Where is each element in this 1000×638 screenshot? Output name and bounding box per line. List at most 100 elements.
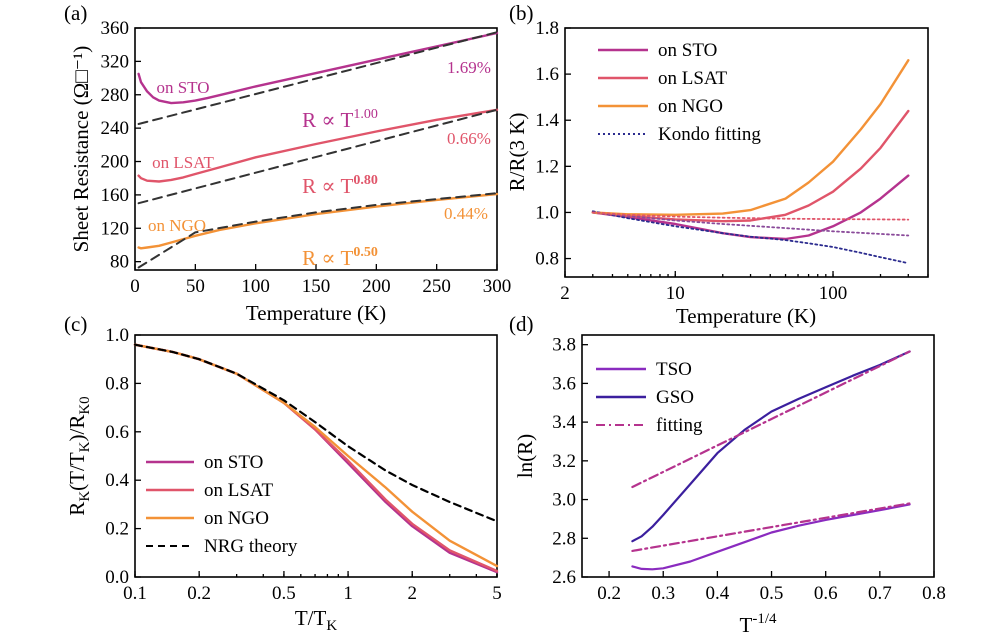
legend-label: on NGO bbox=[658, 96, 723, 117]
data-line bbox=[631, 350, 911, 489]
x-tick-label: 2 bbox=[560, 283, 570, 304]
y-tick-label: 0.6 bbox=[105, 422, 129, 443]
y-tick-label: 1.4 bbox=[535, 110, 559, 131]
y-axis-label: R/R(3 K) bbox=[505, 113, 529, 192]
panel-c: 0.1 0.2 0.5 1 2 5 0.0 0.2 0.4 0.6 0.8 1.0 on STO on L… bbox=[64, 312, 502, 634]
data-line bbox=[133, 343, 499, 574]
plot-frame bbox=[134, 334, 498, 578]
y-tick-label: 80 bbox=[110, 252, 129, 273]
panel-b: 2 10 100 0.8 1.0 1.2 1.4 1.6 1.8 on STO on LSAT on … bbox=[505, 1, 929, 328]
y-axis-label: ln(R) bbox=[513, 434, 537, 478]
annotation: on STO bbox=[156, 78, 209, 97]
y-tick-label: 1.8 bbox=[535, 18, 559, 39]
panel-a: 0 50 100 150 200 250 300 80 120 160 200 240 280 320 36… bbox=[64, 1, 511, 325]
y-tick-label: 0.0 bbox=[105, 567, 129, 588]
legend-label: NRG theory bbox=[204, 536, 298, 557]
panel-d: 0.2 0.3 0.4 0.5 0.6 0.7 0.8 2.6 2.8 3.0 3.2 3.4 3.6 3… bbox=[509, 312, 946, 637]
data-line bbox=[137, 192, 499, 250]
panel-label: (d) bbox=[509, 312, 534, 336]
legend-label: fitting bbox=[656, 415, 703, 436]
x-tick-label: 0.2 bbox=[597, 583, 621, 604]
y-axis-label: RK(T/TK)/RK0 bbox=[65, 396, 93, 515]
x-tick-label: 0.6 bbox=[814, 583, 838, 604]
y-tick-label: 1.0 bbox=[535, 202, 559, 223]
plot-frame bbox=[581, 334, 935, 578]
power-law-label: R ∝ T0.80 bbox=[302, 173, 378, 198]
y-tick-label: 2.6 bbox=[552, 567, 576, 588]
fit-line bbox=[137, 192, 498, 269]
legend-label: Kondo fitting bbox=[658, 124, 761, 145]
x-tick-label: 0.7 bbox=[868, 583, 892, 604]
power-law-label: R ∝ T1.00 bbox=[302, 107, 378, 132]
y-tick-label: 2.8 bbox=[552, 528, 576, 549]
data-line bbox=[137, 31, 499, 105]
x-tick-label: 10 bbox=[666, 283, 685, 304]
x-axis-label: Temperature (K) bbox=[246, 301, 386, 325]
x-tick-label: 100 bbox=[819, 283, 848, 304]
y-tick-label: 3.6 bbox=[552, 373, 576, 394]
data-line bbox=[133, 343, 499, 523]
x-tick-label: 2 bbox=[407, 583, 417, 604]
x-tick-label: 0.5 bbox=[272, 583, 296, 604]
x-axis-label: Temperature (K) bbox=[676, 304, 816, 328]
y-tick-label: 1.2 bbox=[535, 156, 559, 177]
panel-label: (a) bbox=[64, 1, 87, 25]
y-tick-label: 320 bbox=[101, 51, 130, 72]
y-tick-label: 0.8 bbox=[535, 249, 559, 270]
data-line bbox=[631, 502, 911, 553]
x-tick-label: 0.4 bbox=[706, 583, 730, 604]
y-tick-label: 3.0 bbox=[552, 490, 576, 511]
annotation: 1.69% bbox=[447, 58, 491, 77]
annotation: on NGO bbox=[148, 216, 206, 235]
annotation: 0.66% bbox=[447, 129, 491, 148]
y-tick-label: 3.4 bbox=[552, 412, 576, 433]
y-tick-label: 3.8 bbox=[552, 335, 576, 356]
annotation: 0.44% bbox=[444, 204, 488, 223]
x-tick-label: 0.1 bbox=[123, 583, 147, 604]
data-line bbox=[133, 343, 499, 573]
y-tick-label: 0.4 bbox=[105, 470, 129, 491]
y-tick-label: 240 bbox=[101, 118, 130, 139]
y-tick-label: 200 bbox=[101, 152, 130, 173]
y-tick-label: 1.6 bbox=[535, 64, 559, 85]
x-tick-label: 50 bbox=[186, 276, 205, 297]
y-tick-label: 1.0 bbox=[105, 325, 129, 346]
legend-label: on LSAT bbox=[204, 480, 274, 501]
x-tick-label: 150 bbox=[302, 276, 331, 297]
y-tick-label: 120 bbox=[101, 218, 130, 239]
data-line bbox=[591, 174, 910, 241]
annotation: on LSAT bbox=[152, 153, 214, 172]
x-tick-label: 0.8 bbox=[922, 583, 946, 604]
x-tick-label: 0.3 bbox=[651, 583, 675, 604]
data-line bbox=[133, 343, 499, 568]
legend-label: TSO bbox=[656, 359, 692, 380]
plot-frame bbox=[564, 27, 929, 278]
fit-line bbox=[137, 31, 498, 125]
y-tick-label: 160 bbox=[101, 185, 130, 206]
y-tick-label: 360 bbox=[101, 18, 130, 39]
x-tick-label: 5 bbox=[492, 583, 502, 604]
power-law-label: R ∝ T0.50 bbox=[302, 245, 378, 270]
legend-label: on LSAT bbox=[658, 68, 728, 89]
legend-label: on STO bbox=[658, 40, 717, 61]
x-tick-label: 250 bbox=[422, 276, 451, 297]
x-tick-label: 0.5 bbox=[760, 583, 784, 604]
data-line bbox=[137, 108, 499, 183]
panel-label: (c) bbox=[64, 312, 87, 336]
panel-label: (b) bbox=[509, 1, 534, 25]
x-tick-label: 100 bbox=[241, 276, 270, 297]
y-tick-label: 0.8 bbox=[105, 373, 129, 394]
data-line bbox=[631, 503, 911, 571]
x-tick-label: 0 bbox=[130, 276, 140, 297]
data-line bbox=[591, 59, 910, 217]
y-tick-label: 280 bbox=[101, 85, 130, 106]
y-axis-label: Sheet Resistance (Ω□⁻¹) bbox=[69, 46, 93, 253]
fit-line bbox=[137, 108, 498, 205]
x-tick-label: 1 bbox=[343, 583, 353, 604]
x-tick-label: 200 bbox=[362, 276, 391, 297]
x-axis-label: T-1/4 bbox=[740, 611, 777, 637]
data-line bbox=[631, 350, 911, 543]
legend-label: on STO bbox=[204, 452, 263, 473]
data-line bbox=[591, 211, 910, 237]
